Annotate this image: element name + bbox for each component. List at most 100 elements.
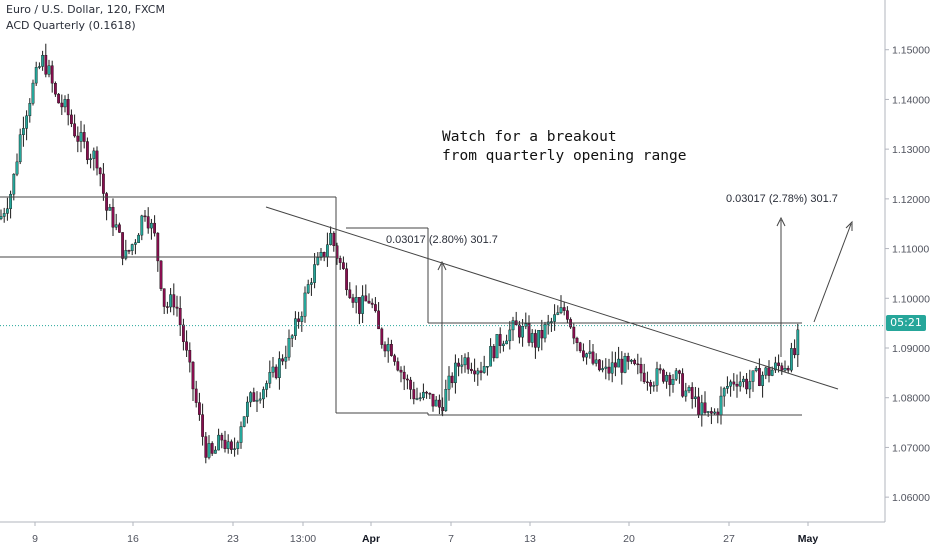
candle-body [249,392,252,403]
candle-body [338,258,342,263]
candle-body [156,232,160,262]
candle-body [316,257,320,265]
candle-body [194,388,198,403]
candle-body [690,387,694,399]
candle-body [543,324,547,339]
candle-body [294,318,297,336]
candle-body [54,83,57,95]
candle-body [604,366,608,369]
candle-body [262,389,265,400]
candle-body [633,359,637,365]
candle-body [694,396,697,399]
y-tick-label: 1.08000 [892,393,930,405]
candle-body [38,66,41,68]
y-tick-label: 1.06000 [892,492,930,504]
candle-body [82,132,86,142]
candle-body [534,333,537,348]
candle-body [575,337,579,343]
candle-body [364,295,368,302]
x-tick-label: Apr [362,533,380,545]
candle-body [271,366,275,373]
candle-body [649,382,653,387]
candle-body [89,158,93,160]
descending-trendline [265,206,839,390]
candle-body [598,359,601,371]
y-tick-label: 1.11000 [892,244,929,256]
candle-body [204,436,208,458]
candle-body [191,361,195,390]
candle-body [358,297,361,314]
candle-body [719,395,723,416]
candle-body [220,434,224,441]
candle-body [57,93,61,104]
candle-body [201,414,204,437]
candle-body [508,329,512,342]
indicator-legend: ACD Quarterly (0.1618) [6,19,136,32]
candle-body [434,399,438,407]
candle-body [684,390,688,397]
candle-body [617,358,621,368]
candle-body [790,348,793,371]
candle-body [450,375,454,384]
candle-body [636,363,640,366]
candle-body [124,250,128,259]
candle-body [287,338,291,358]
candle-body [585,353,589,358]
candle-body [671,378,675,385]
candle-body [60,102,64,108]
candle-body [137,234,140,243]
candle-body [310,282,313,285]
candle-body [732,381,736,385]
candle-body [489,346,492,367]
candle-body [550,321,553,323]
candle-body [31,82,35,104]
candle-body [297,318,300,322]
candle-body [498,334,502,346]
candle-body [566,310,569,320]
candle-body [130,244,134,251]
candle-body [95,150,99,169]
candle-body [98,167,102,175]
candle-body [76,135,80,142]
candle-body [476,370,480,375]
candle-body [9,193,12,209]
candle-body [213,449,217,454]
candle-body [322,252,326,257]
candle-body [178,308,182,326]
candle-body [69,114,73,124]
measure-label-left: 0.03017 (2.80%) 301.7 [386,234,498,246]
candle-body [313,264,316,283]
y-tick-label: 1.09000 [892,343,930,355]
candle-body [361,295,364,314]
candle-body [233,448,236,450]
x-tick-label: 23 [227,533,239,545]
candle-body [2,213,6,217]
candle-body [258,398,262,401]
candle-body [79,132,83,142]
candle-body [658,368,662,371]
candle-body [0,216,3,219]
candle-body [754,368,758,371]
candle-body [745,378,749,390]
candle-body [422,391,425,398]
candle-body [783,368,787,371]
candle-body [50,65,54,84]
candle-body [101,173,105,194]
x-tick-label: 13 [524,533,536,545]
candle-body [729,381,733,387]
candle-body [594,359,598,364]
note-line-2: from quarterly opening range [442,148,687,164]
candle-body [457,362,460,367]
candle-body [374,304,377,312]
candle-body [393,355,396,362]
candle-body [329,232,332,245]
candle-body [284,356,288,362]
candle-body [524,323,528,327]
candle-body [229,441,233,450]
candlestick-series [0,43,800,464]
candle-body [127,250,131,252]
candle-body [758,368,761,386]
